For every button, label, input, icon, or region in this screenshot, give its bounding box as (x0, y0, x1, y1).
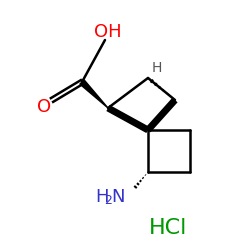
Text: N: N (111, 188, 124, 206)
Text: H: H (95, 188, 108, 206)
Text: HCl: HCl (149, 218, 187, 238)
Text: O: O (37, 98, 51, 116)
Text: OH: OH (94, 23, 122, 41)
Polygon shape (80, 80, 108, 108)
Text: 2: 2 (104, 194, 112, 206)
Text: H: H (152, 61, 162, 75)
